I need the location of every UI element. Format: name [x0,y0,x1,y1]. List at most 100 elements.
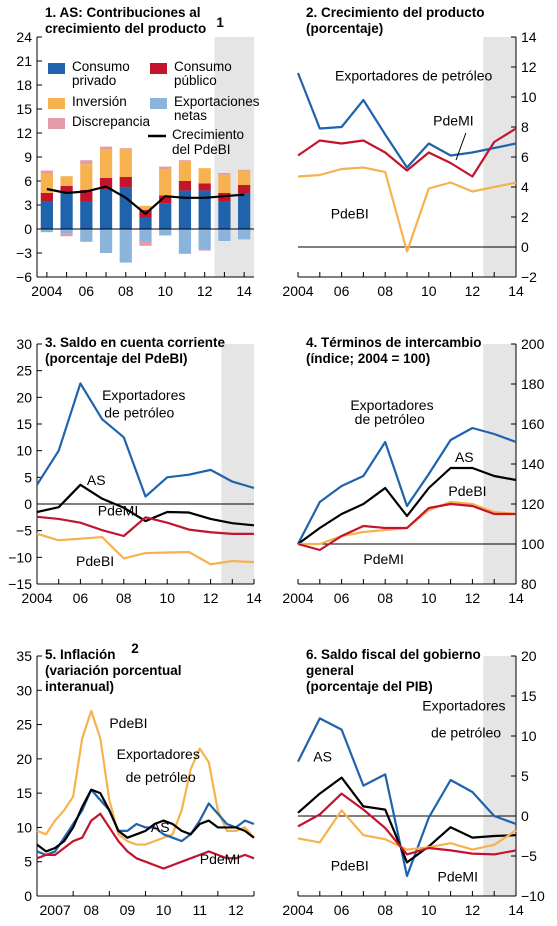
bar-inversion [119,149,132,177]
panel-title: 5. Inflación [45,647,116,662]
y-tick-label: 20 [521,648,537,664]
title-footnote-mark: 1 [216,15,224,30]
x-tick-label: 10 [421,902,437,918]
legend-label: Inversión [72,94,127,109]
bar-consumo_privado [60,192,73,229]
series-label: Exportadores [102,387,185,403]
bar-discrepancia [178,160,192,161]
x-tick-label: 09 [120,902,136,918]
legend-swatch-consumo_publico [150,63,167,74]
x-tick-label: 08 [116,590,132,606]
y-tick-label: 160 [521,416,545,432]
bar-consumo_publico [40,193,53,201]
x-tick-label: 2004 [282,590,313,606]
y-tick-label: −2 [521,269,537,285]
legend-label: Crecimiento [172,127,244,142]
bar-discrepancia [99,146,113,149]
label-leader [455,132,467,161]
x-tick-label: 14 [246,590,262,606]
legend-label: netas [174,108,207,123]
bar-exportaciones_netas [238,229,251,240]
x-tick-label: 08 [377,590,393,606]
series-label: AS [87,472,106,488]
y-tick-label: 24 [16,29,32,45]
series-line-pdemi [297,792,517,856]
y-tick-label: 180 [521,376,545,392]
series-line-exportadores [296,72,517,169]
series-line-as [297,466,517,545]
x-tick-label: 08 [377,283,393,299]
y-tick-label: 6 [521,149,529,165]
y-tick-label: 5 [24,854,32,870]
y-tick-label: 15 [521,688,537,704]
bar-exportaciones_netas [119,229,132,263]
x-tick-label: 2004 [282,902,313,918]
series-line-exportadores [297,717,517,878]
bar-discrepancia [40,170,53,173]
panel-title: (variación porcentual [45,663,182,678]
series-label: PdeBI [109,715,147,731]
y-tick-label: 25 [16,717,32,733]
x-tick-label: 14 [508,590,524,606]
x-tick-label: 06 [79,283,95,299]
y-tick-label: 0 [24,221,32,237]
panel-title: general [306,663,354,678]
bar-consumo_publico [238,185,251,193]
y-tick-label: −10 [8,549,32,565]
x-tick-label: 12 [465,902,481,918]
y-tick-label: −3 [16,245,32,261]
bar-exportaciones_netas [218,229,231,241]
legend-swatch-discrepancia [48,118,65,129]
bar-discrepancia [80,160,93,165]
y-tick-label: 10 [521,89,537,105]
series-line-pdebi [297,809,517,851]
panel-title: (porcentaje) [306,21,383,36]
bar-exportaciones_netas [99,229,113,253]
bar-discrepancia [139,241,152,246]
y-tick-label: 0 [521,808,529,824]
y-tick-label: −15 [8,576,32,592]
y-tick-label: 10 [16,819,32,835]
bar-discrepancia [159,166,172,170]
series-label: Exportadores [422,697,505,713]
bar-inversion [139,205,152,210]
y-tick-label: 10 [16,443,32,459]
series-label: AS [151,819,170,835]
series-line-pdebi [36,532,255,566]
y-tick-label: 21 [16,53,32,69]
bar-consumo_publico [80,189,93,201]
series-label: PdeMI [200,851,240,867]
y-tick-label: 9 [24,149,32,165]
bar-exportaciones_netas [60,229,73,234]
legend-label: público [174,73,217,88]
y-tick-label: 35 [16,648,32,664]
x-tick-label: 2004 [31,283,62,299]
bar-consumo_privado [238,193,251,229]
y-tick-label: 20 [16,751,32,767]
y-tick-label: 30 [16,682,32,698]
bar-consumo_privado [159,203,172,229]
legend-swatch-exportaciones_netas [150,98,167,109]
bar-consumo_privado [198,190,211,229]
series-label: de petróleo [355,411,425,427]
x-tick-label: 12 [197,283,213,299]
bar-inversion [238,170,251,185]
projection-shade [483,37,516,277]
y-tick-label: 10 [521,728,537,744]
x-tick-label: 08 [83,902,99,918]
series-line-crecimiento [46,185,245,216]
panel-p4: 80 100 120 140 160 180 200 2004 06 08 10 12 14 4. Tér… [282,335,544,606]
series-line-pdemi [297,502,516,552]
series-label: AS [313,749,332,765]
x-tick-label: 2004 [21,590,52,606]
x-tick-label: 12 [228,902,244,918]
series-label: PdeMI [363,551,403,567]
bar-inversion [40,173,53,193]
x-tick-label: 10 [421,283,437,299]
y-tick-label: −5 [521,848,537,864]
y-tick-label: 200 [521,336,545,352]
y-tick-label: 6 [24,173,32,189]
bar-inversion [178,161,192,181]
bar-inversion [218,174,231,193]
legend-label: Exportaciones [174,94,260,109]
